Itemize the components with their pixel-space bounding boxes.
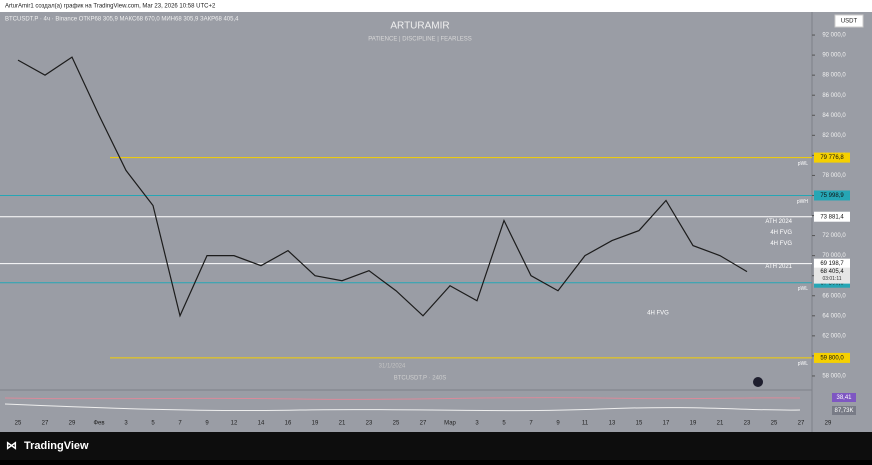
x-tick-label: 16: [285, 421, 292, 427]
annotation: 4H FVG: [770, 230, 792, 236]
y-tick-label: 58 000,0: [822, 374, 846, 380]
symbol-info: BTCUSDT.P · 4ч · Binance ОТКР68 305,9 МА…: [5, 17, 239, 23]
y-tick-label: 72 000,0: [822, 233, 846, 239]
x-tick-label: 7: [178, 421, 182, 427]
countdown: 03:01:11: [822, 276, 841, 282]
x-tick-label: 25: [771, 421, 778, 427]
currency-button[interactable]: [834, 14, 864, 28]
y-tick-label: 84 000,0: [822, 113, 846, 119]
level-label: 73 881,4: [820, 214, 844, 220]
footer-bar: [0, 432, 872, 460]
x-tick-label: 11: [582, 421, 589, 427]
indicator-tag: [832, 393, 856, 402]
level-tag: [814, 352, 850, 363]
y-tick-label: 78 000,0: [822, 173, 846, 179]
annotation: 4H FVG: [647, 310, 669, 316]
x-tick-label: 5: [502, 421, 506, 427]
y-tick-label: 88 000,0: [822, 73, 846, 79]
x-tick-label: 7: [529, 421, 533, 427]
level-tag-text: pWL: [798, 361, 809, 367]
level-tag-text: pWH: [797, 199, 809, 205]
x-tick-label: 17: [663, 421, 670, 427]
x-tick-label: 19: [690, 421, 697, 427]
level-tag: [814, 152, 850, 163]
y-tick-label: 64 000,0: [822, 313, 846, 319]
note: 31/1/2024: [379, 364, 406, 370]
x-tick-label: Фев: [93, 421, 104, 427]
last-price-tag: [814, 267, 850, 284]
chart-title: ARTURAMIR: [390, 21, 449, 32]
y-tick-label: 66 000,0: [822, 293, 846, 299]
annotation: ATH 2021: [765, 264, 792, 270]
level-label: 75 998,9: [820, 193, 844, 199]
indicator-label: 38,41: [836, 395, 852, 401]
y-tick-label: 70 000,0: [822, 253, 846, 259]
x-tick-label: 9: [205, 421, 209, 427]
x-tick-label: 29: [825, 421, 832, 427]
x-tick-label: 13: [609, 421, 616, 427]
indicator-tag: [832, 406, 856, 415]
indicator-line: [4, 403, 801, 412]
x-tick-label: 19: [312, 421, 319, 427]
level-label: 59 800,0: [820, 355, 844, 361]
x-tick-label: Мар: [444, 421, 456, 427]
x-tick-label: 25: [393, 421, 400, 427]
level-tag: [814, 258, 850, 269]
x-tick-label: 25: [15, 421, 22, 427]
annotation: 4H FVG: [770, 241, 792, 247]
watermark: BTCUSDT.P · 240S: [394, 376, 447, 382]
credit: ArturAmir1 создал(а) график на TradingVi…: [5, 4, 216, 10]
price-line: [17, 56, 748, 318]
level-tag: [814, 211, 850, 222]
y-tick-label: 92 000,0: [822, 33, 846, 39]
credit-bar: [0, 0, 872, 12]
y-tick-label: 90 000,0: [822, 53, 846, 59]
currency[interactable]: USDT: [841, 19, 858, 25]
subtitle: PATIENCE | DISCIPLINE | FEARLESS: [368, 37, 472, 43]
x-tick-label: 15: [636, 421, 643, 427]
x-tick-label: 23: [366, 421, 373, 427]
y-tick-label: 62 000,0: [822, 333, 846, 339]
logo: ⋈: [6, 440, 17, 452]
level-tag-text: pWL: [798, 286, 809, 292]
level-tag-text: pWL: [798, 161, 809, 167]
y-tick-label: 86 000,0: [822, 93, 846, 99]
x-tick-label: 27: [42, 421, 49, 427]
indicator-line: [4, 397, 801, 400]
x-tick-label: 12: [231, 421, 238, 427]
x-tick-label: 21: [717, 421, 724, 427]
x-tick-label: 14: [258, 421, 265, 427]
x-tick-label: 27: [798, 421, 805, 427]
level-label: 79 776,8: [820, 155, 844, 161]
x-tick-label: 9: [556, 421, 560, 427]
y-tick-label: 82 000,0: [822, 133, 846, 139]
last-price: 68 405,4: [820, 269, 844, 275]
annotation: ATH 2024: [765, 219, 792, 225]
x-tick-label: 29: [69, 421, 76, 427]
x-tick-label: 23: [744, 421, 751, 427]
x-tick-label: 3: [475, 421, 479, 427]
indicator-label: 87,73K: [834, 408, 853, 414]
level-label: 69 198,7: [820, 261, 844, 267]
x-tick-label: 21: [339, 421, 346, 427]
x-tick-label: 3: [124, 421, 128, 427]
brand: TradingView: [24, 440, 89, 452]
event-icon[interactable]: [753, 377, 763, 387]
x-tick-label: 27: [420, 421, 427, 427]
level-tag: [814, 190, 850, 201]
x-tick-label: 5: [151, 421, 155, 427]
